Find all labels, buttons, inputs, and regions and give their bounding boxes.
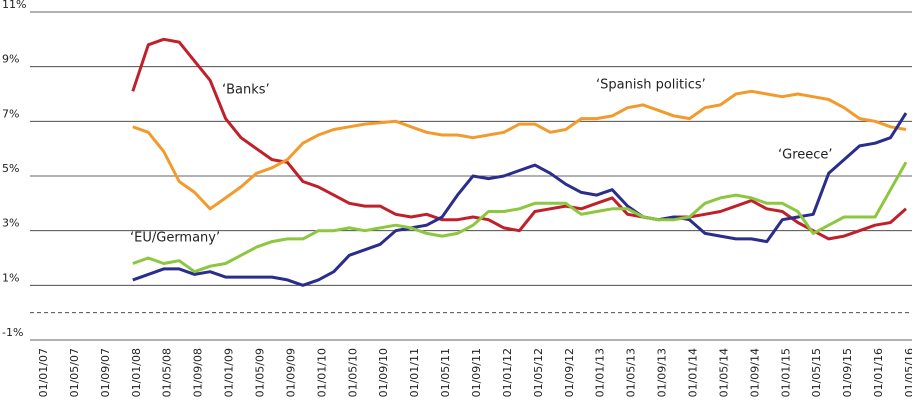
x-tick-label: 01/05/07 xyxy=(68,348,81,397)
x-tick-label: 01/01/07 xyxy=(37,348,50,397)
series-line xyxy=(132,112,908,287)
x-tick-label: 01/09/07 xyxy=(99,348,112,397)
x-tick-label: 01/05/08 xyxy=(161,348,174,397)
x-tick-label: 01/05/13 xyxy=(625,348,638,397)
x-tick-label: 01/09/14 xyxy=(748,348,761,397)
series-line xyxy=(132,89,907,211)
x-tick-label: 01/01/08 xyxy=(130,348,143,397)
y-tick-label: 1% xyxy=(2,271,19,284)
x-tick-label: 01/05/09 xyxy=(254,348,267,397)
y-tick-label: 11% xyxy=(2,0,26,11)
x-tick-label: 01/05/14 xyxy=(717,348,730,397)
x-tick-label: 01/05/15 xyxy=(810,348,823,397)
annotation: ‘Banks’ xyxy=(222,83,270,98)
x-tick-label: 01/09/08 xyxy=(192,348,205,397)
x-tick-label: 01/01/10 xyxy=(315,348,328,397)
series-line xyxy=(132,161,908,274)
annotation: ‘Spanish politics’ xyxy=(596,78,706,93)
x-tick-label: 01/01/12 xyxy=(501,348,514,397)
x-tick-label: 01/01/09 xyxy=(223,348,236,397)
y-tick-label: 7% xyxy=(2,107,19,120)
y-tick-label: -1% xyxy=(2,326,23,339)
x-tick-label: 01/05/16 xyxy=(903,348,912,397)
x-tick-label: 01/09/11 xyxy=(470,348,483,397)
x-tick-label: 01/01/15 xyxy=(779,348,792,397)
x-tick-label: 01/01/11 xyxy=(408,348,421,397)
x-tick-label: 01/01/13 xyxy=(594,348,607,397)
x-tick-label: 01/09/15 xyxy=(841,348,854,397)
annotation: ‘Greece’ xyxy=(778,148,833,163)
x-tick-label: 01/05/11 xyxy=(439,348,452,397)
series-line xyxy=(131,37,907,241)
annotation: ‘EU/Germany’ xyxy=(130,231,220,246)
x-tick-label: 01/09/13 xyxy=(656,348,669,397)
y-tick-label: 5% xyxy=(2,162,19,175)
y-tick-label: 9% xyxy=(2,53,19,66)
x-tick-label: 01/09/10 xyxy=(377,348,390,397)
x-tick-label: 01/01/14 xyxy=(687,348,700,397)
x-tick-label: 01/01/16 xyxy=(872,348,885,397)
x-tick-label: 01/09/09 xyxy=(284,348,297,397)
y-tick-label: 3% xyxy=(2,217,19,230)
x-tick-label: 01/09/12 xyxy=(563,348,576,397)
x-tick-label: 01/05/12 xyxy=(532,348,545,397)
x-tick-label: 01/05/10 xyxy=(346,348,359,397)
